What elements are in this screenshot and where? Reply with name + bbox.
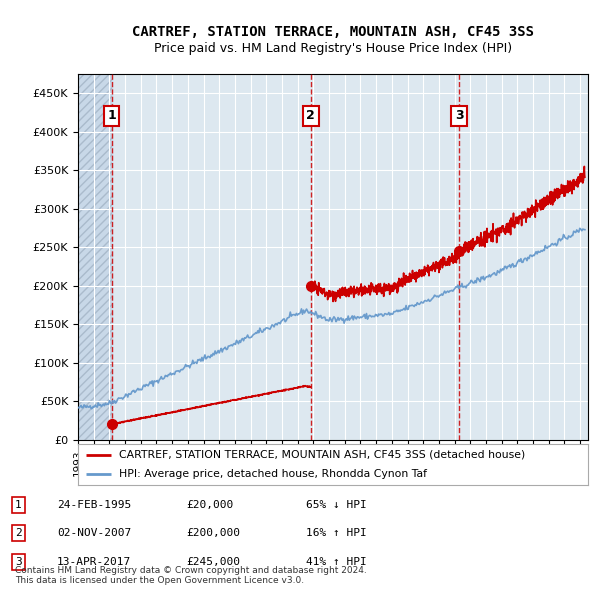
Text: 1: 1 [107, 109, 116, 122]
Text: This data is licensed under the Open Government Licence v3.0.: This data is licensed under the Open Gov… [15, 576, 304, 585]
Text: 41% ↑ HPI: 41% ↑ HPI [306, 557, 367, 566]
Text: 16% ↑ HPI: 16% ↑ HPI [306, 529, 367, 538]
Text: 3: 3 [15, 557, 22, 566]
Text: £245,000: £245,000 [186, 557, 240, 566]
Text: 2: 2 [15, 529, 22, 538]
Text: 13-APR-2017: 13-APR-2017 [57, 557, 131, 566]
Text: 2: 2 [307, 109, 315, 122]
Text: CARTREF, STATION TERRACE, MOUNTAIN ASH, CF45 3SS: CARTREF, STATION TERRACE, MOUNTAIN ASH, … [132, 25, 534, 39]
Text: 1: 1 [15, 500, 22, 510]
Text: £20,000: £20,000 [186, 500, 233, 510]
Bar [78, 74, 112, 440]
Text: CARTREF, STATION TERRACE, MOUNTAIN ASH, CF45 3SS (detached house): CARTREF, STATION TERRACE, MOUNTAIN ASH, … [119, 450, 525, 460]
Text: £200,000: £200,000 [186, 529, 240, 538]
Text: HPI: Average price, detached house, Rhondda Cynon Taf: HPI: Average price, detached house, Rhon… [119, 469, 427, 479]
Text: Contains HM Land Registry data © Crown copyright and database right 2024.: Contains HM Land Registry data © Crown c… [15, 566, 367, 575]
Text: 65% ↓ HPI: 65% ↓ HPI [306, 500, 367, 510]
Text: Price paid vs. HM Land Registry's House Price Index (HPI): Price paid vs. HM Land Registry's House … [154, 42, 512, 55]
Text: 02-NOV-2007: 02-NOV-2007 [57, 529, 131, 538]
Text: 24-FEB-1995: 24-FEB-1995 [57, 500, 131, 510]
Text: 3: 3 [455, 109, 463, 122]
